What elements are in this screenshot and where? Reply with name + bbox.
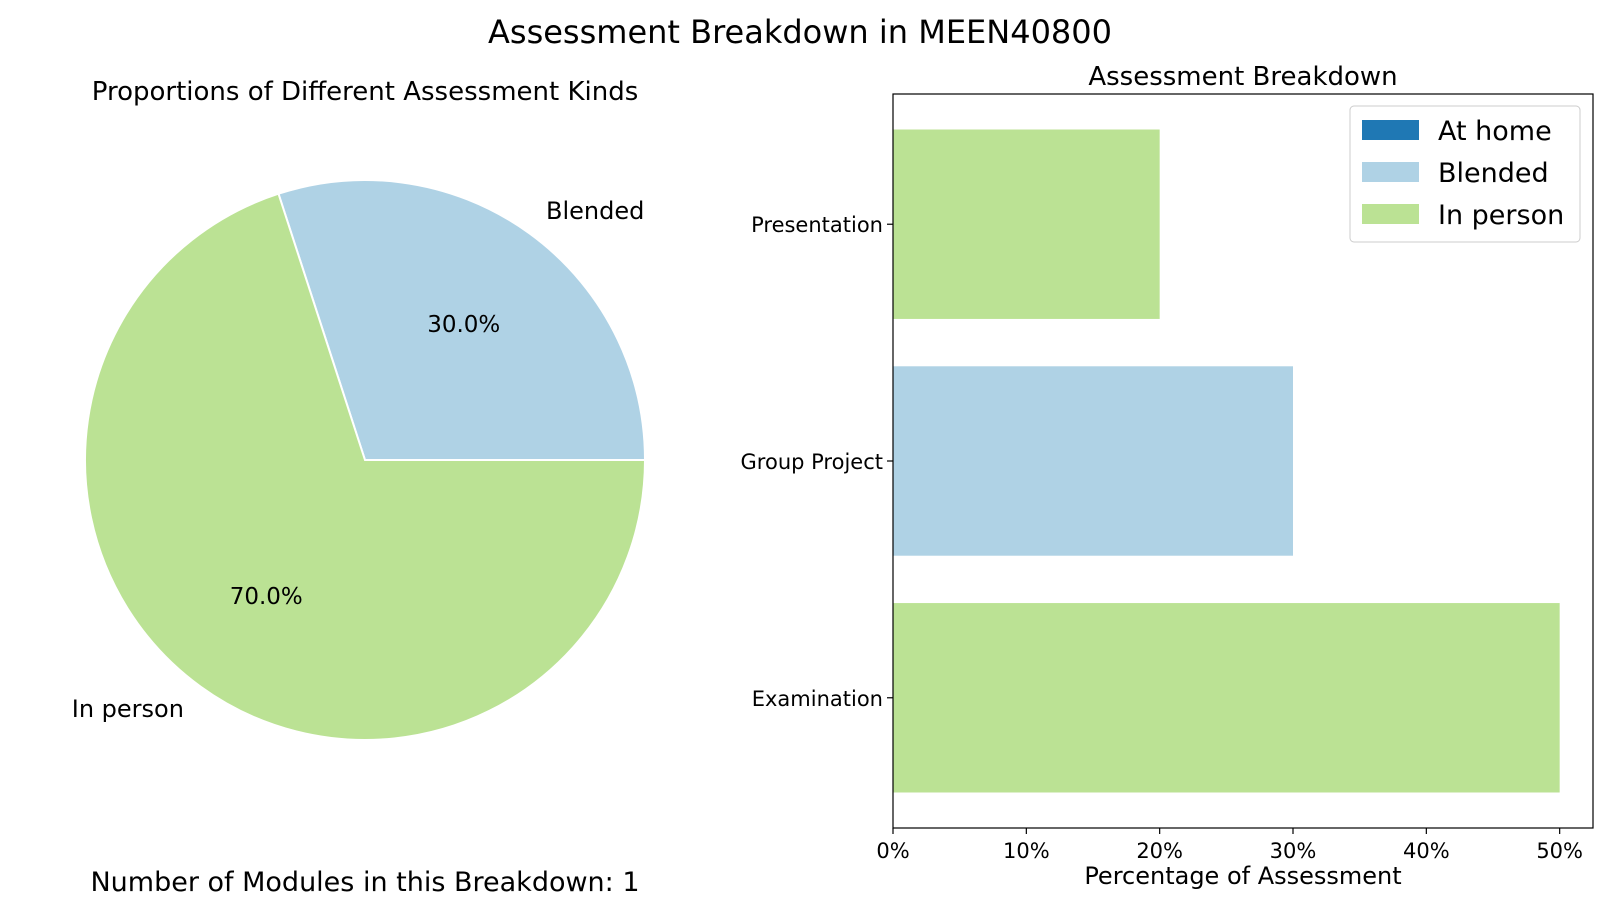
bar-presentation — [893, 129, 1160, 319]
pie-slice-in-person — [84, 192, 647, 741]
modules-count-footer: Number of Modules in this Breakdown: 1 — [90, 867, 639, 898]
bar-marks — [893, 129, 1560, 793]
legend: At home Blended In person — [1349, 105, 1581, 243]
y-tick-label-group-project: Group Project — [741, 450, 883, 474]
bar-chart: Assessment Breakdown Presentation Group P… — [741, 62, 1594, 890]
x-tick-label-20: 20% — [1136, 839, 1183, 863]
pie-label-blended: Blended — [546, 197, 644, 225]
y-axis: Presentation Group Project Examination — [741, 213, 893, 711]
pie-labels: 30.0% Blended 70.0% In person — [72, 197, 645, 723]
figure-title: Assessment Breakdown in MEEN40800 — [488, 13, 1112, 51]
pie-slices — [84, 179, 647, 741]
pie-pct-label-blended: 30.0% — [427, 312, 500, 338]
pie-slice-blended — [277, 179, 647, 461]
x-tick-label-0: 0% — [876, 839, 909, 863]
x-tick-label-30: 30% — [1270, 839, 1317, 863]
pie-chart: Proportions of Different Assessment Kind… — [72, 77, 647, 741]
pie-pct-label-in-person: 70.0% — [230, 584, 303, 610]
x-tick-label-50: 50% — [1536, 839, 1583, 863]
x-tick-label-10: 10% — [1003, 839, 1050, 863]
x-axis-label: Percentage of Assessment — [1084, 862, 1401, 890]
bar-examination — [893, 603, 1560, 793]
bar-chart-title: Assessment Breakdown — [1088, 62, 1397, 92]
legend-swatch-blended — [1362, 162, 1419, 182]
bar-group-project — [893, 366, 1293, 556]
y-tick-label-presentation: Presentation — [751, 213, 883, 237]
legend-swatch-at-home — [1362, 120, 1419, 140]
x-tick-label-40: 40% — [1403, 839, 1450, 863]
legend-swatch-in-person — [1362, 204, 1419, 224]
pie-label-in-person: In person — [72, 695, 184, 723]
legend-label-in-person: In person — [1438, 200, 1564, 231]
legend-label-at-home: At home — [1438, 116, 1552, 147]
x-axis: 0% 10% 20% 30% 40% 50% — [876, 828, 1583, 863]
y-tick-label-examination: Examination — [752, 687, 883, 711]
legend-label-blended: Blended — [1438, 158, 1549, 189]
pie-chart-title: Proportions of Different Assessment Kind… — [92, 77, 639, 107]
